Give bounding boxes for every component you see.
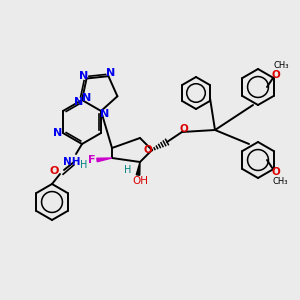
- Text: N: N: [82, 93, 91, 103]
- Text: O: O: [180, 124, 188, 134]
- Text: F: F: [88, 155, 96, 165]
- Text: NH: NH: [63, 157, 81, 167]
- Text: N: N: [74, 97, 83, 106]
- Text: O: O: [49, 166, 59, 176]
- Text: H: H: [124, 165, 132, 175]
- Text: O: O: [272, 167, 280, 177]
- Text: N: N: [106, 68, 115, 78]
- Text: OH: OH: [132, 176, 148, 186]
- Polygon shape: [136, 162, 140, 175]
- Text: O: O: [144, 145, 152, 155]
- Polygon shape: [97, 158, 112, 162]
- Text: N: N: [53, 128, 63, 138]
- Text: O: O: [272, 70, 280, 80]
- Text: CH₃: CH₃: [273, 61, 289, 70]
- Text: H: H: [80, 160, 88, 170]
- Text: N: N: [79, 70, 88, 80]
- Text: N: N: [100, 109, 110, 119]
- Text: CH₃: CH₃: [272, 178, 288, 187]
